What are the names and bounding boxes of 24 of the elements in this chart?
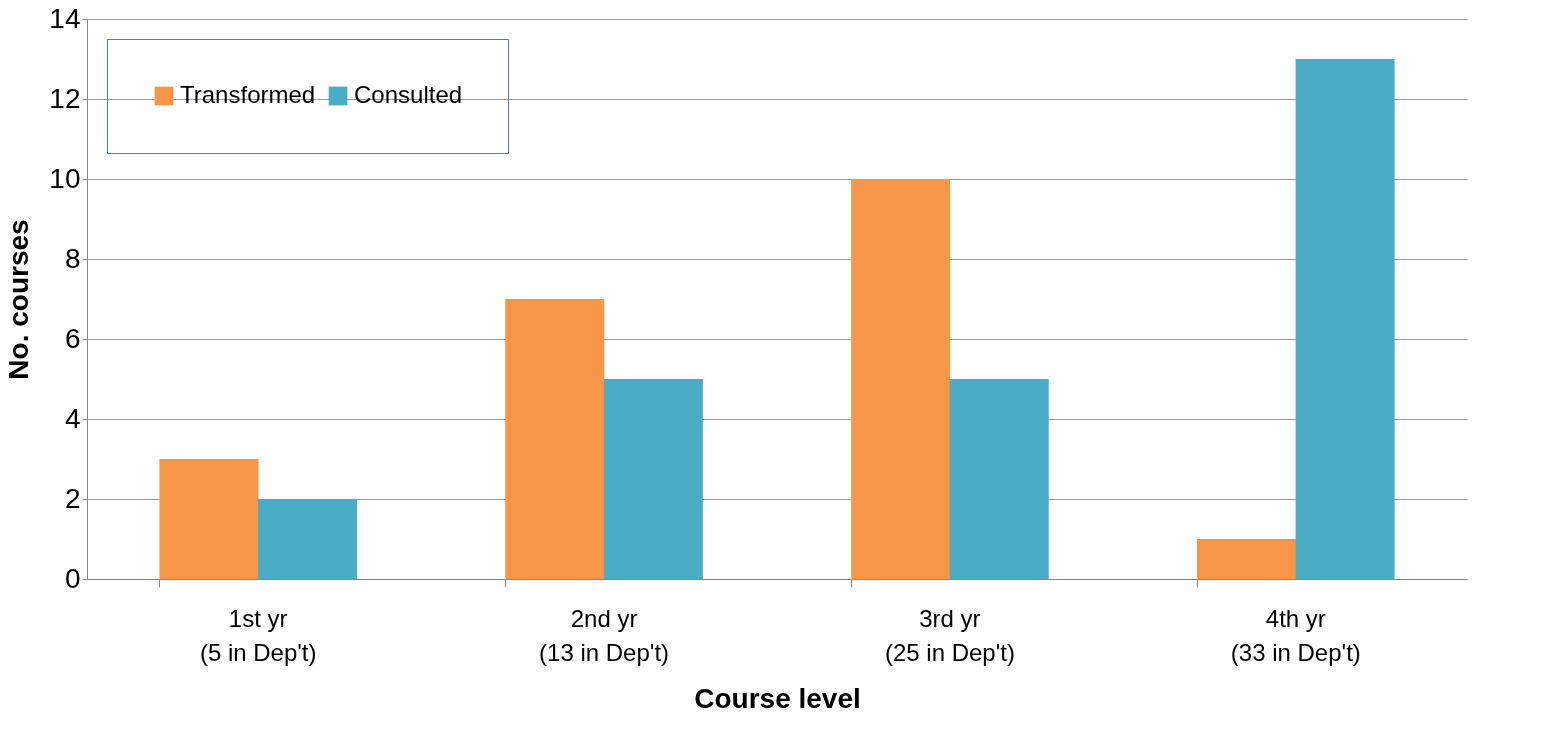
bar	[851, 179, 951, 579]
bar	[159, 459, 259, 579]
x-axis-title: Course level	[694, 682, 861, 714]
x-tick-label: 1st yr (5 in Dep't)	[199, 604, 317, 666]
x-tick-label: 2nd yr (13 in Dep't)	[539, 604, 670, 666]
y-tick-label: 8	[64, 242, 81, 274]
y-tick-label: 10	[49, 162, 81, 194]
y-tick-label: 14	[49, 2, 81, 34]
x-tick-label: 3rd yr (25 in Dep't)	[884, 604, 1015, 666]
bar	[603, 379, 703, 579]
y-axis-title: No. courses	[3, 219, 35, 380]
legend-label: Transformed	[180, 81, 316, 108]
bar	[505, 299, 605, 579]
y-tick-label: 12	[49, 82, 81, 114]
y-tick-label: 6	[64, 322, 81, 354]
y-tick-label: 0	[64, 562, 81, 594]
y-tick-label: 2	[64, 482, 81, 514]
bar	[257, 499, 357, 579]
y-tick-label: 4	[64, 402, 81, 434]
x-tick-label: 4th yr (33 in Dep't)	[1230, 604, 1361, 666]
bar	[949, 379, 1049, 579]
bar	[1197, 539, 1297, 579]
bar	[1295, 59, 1395, 579]
legend-label: Consulted	[354, 81, 463, 108]
